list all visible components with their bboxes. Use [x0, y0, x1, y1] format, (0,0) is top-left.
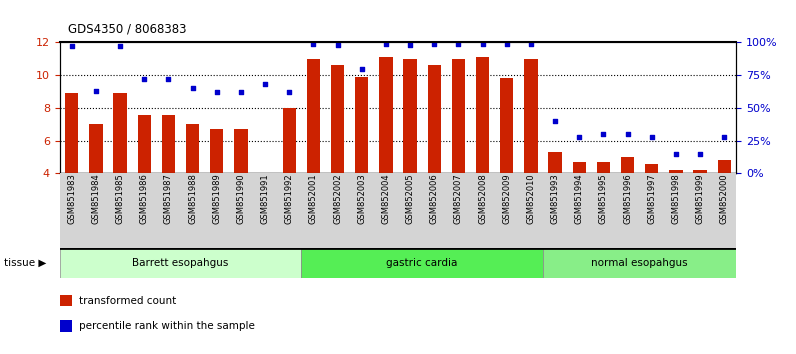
Text: percentile rank within the sample: percentile rank within the sample — [79, 321, 255, 331]
Point — [283, 90, 295, 95]
Point — [428, 41, 441, 47]
Text: GSM851992: GSM851992 — [285, 173, 294, 224]
Bar — [476, 57, 490, 173]
Bar — [114, 93, 127, 173]
Bar — [427, 65, 441, 173]
Point — [210, 90, 223, 95]
Bar — [452, 59, 465, 173]
Text: GDS4350 / 8068383: GDS4350 / 8068383 — [68, 22, 186, 35]
Text: GSM851993: GSM851993 — [551, 173, 560, 224]
Text: GSM851996: GSM851996 — [623, 173, 632, 224]
Point — [621, 131, 634, 137]
Text: GSM851995: GSM851995 — [599, 173, 608, 224]
Point — [114, 44, 127, 49]
Text: GSM851991: GSM851991 — [260, 173, 270, 224]
Bar — [234, 129, 248, 173]
Text: transformed count: transformed count — [79, 296, 176, 306]
Text: GSM851986: GSM851986 — [140, 173, 149, 224]
Text: GSM852002: GSM852002 — [333, 173, 342, 224]
Point — [548, 118, 561, 124]
Point — [597, 131, 610, 137]
Point — [693, 151, 706, 156]
Point — [162, 76, 175, 82]
Point — [307, 41, 320, 47]
Text: GSM852003: GSM852003 — [357, 173, 366, 224]
Point — [90, 88, 103, 94]
Bar — [65, 93, 79, 173]
Text: GSM851988: GSM851988 — [188, 173, 197, 224]
Bar — [60, 295, 72, 307]
Bar — [210, 129, 224, 173]
Bar — [60, 173, 736, 248]
Bar — [138, 115, 151, 173]
Point — [259, 81, 271, 87]
Bar — [306, 59, 320, 173]
Text: normal esopahgus: normal esopahgus — [591, 258, 688, 268]
Bar — [717, 160, 731, 173]
Point — [138, 76, 150, 82]
Point — [331, 42, 344, 48]
Bar — [500, 79, 513, 173]
Text: GSM851997: GSM851997 — [647, 173, 656, 224]
Text: GSM852006: GSM852006 — [430, 173, 439, 224]
Text: GSM851998: GSM851998 — [671, 173, 681, 224]
Text: GSM851985: GSM851985 — [115, 173, 125, 224]
Point — [525, 41, 537, 47]
Text: GSM851984: GSM851984 — [92, 173, 100, 224]
Bar — [669, 170, 682, 173]
Bar — [283, 108, 296, 173]
Point — [573, 134, 586, 139]
Bar — [60, 248, 302, 278]
Point — [355, 66, 368, 72]
Bar — [404, 59, 417, 173]
Bar — [60, 320, 72, 332]
Text: GSM852001: GSM852001 — [309, 173, 318, 224]
Bar — [597, 162, 610, 173]
Bar — [331, 65, 344, 173]
Text: gastric cardia: gastric cardia — [387, 258, 458, 268]
Point — [452, 41, 465, 47]
Text: GSM851989: GSM851989 — [213, 173, 221, 224]
Bar — [355, 77, 369, 173]
Text: GSM852008: GSM852008 — [478, 173, 487, 224]
Point — [380, 41, 392, 47]
Point — [186, 86, 199, 91]
Bar — [302, 248, 543, 278]
Text: GSM851983: GSM851983 — [68, 173, 76, 224]
Bar — [186, 124, 199, 173]
Bar — [548, 152, 562, 173]
Bar — [89, 124, 103, 173]
Point — [476, 41, 489, 47]
Bar — [693, 170, 707, 173]
Point — [669, 151, 682, 156]
Text: GSM852004: GSM852004 — [381, 173, 390, 224]
Bar — [525, 59, 537, 173]
Point — [404, 42, 416, 48]
Text: GSM851994: GSM851994 — [575, 173, 583, 224]
Bar — [572, 162, 586, 173]
Text: GSM852000: GSM852000 — [720, 173, 728, 224]
Bar — [621, 157, 634, 173]
Text: GSM852007: GSM852007 — [454, 173, 463, 224]
Text: GSM851987: GSM851987 — [164, 173, 173, 224]
Bar — [379, 57, 392, 173]
Text: tissue ▶: tissue ▶ — [4, 258, 46, 268]
Point — [501, 41, 513, 47]
Point — [646, 134, 658, 139]
Text: GSM851999: GSM851999 — [696, 173, 704, 224]
Point — [718, 134, 731, 139]
Bar — [543, 248, 736, 278]
Bar — [162, 115, 175, 173]
Point — [65, 44, 78, 49]
Text: Barrett esopahgus: Barrett esopahgus — [132, 258, 228, 268]
Text: GSM852005: GSM852005 — [406, 173, 415, 224]
Point — [235, 90, 248, 95]
Text: GSM852010: GSM852010 — [526, 173, 536, 224]
Text: GSM851990: GSM851990 — [236, 173, 245, 224]
Bar — [645, 164, 658, 173]
Text: GSM852009: GSM852009 — [502, 173, 511, 224]
